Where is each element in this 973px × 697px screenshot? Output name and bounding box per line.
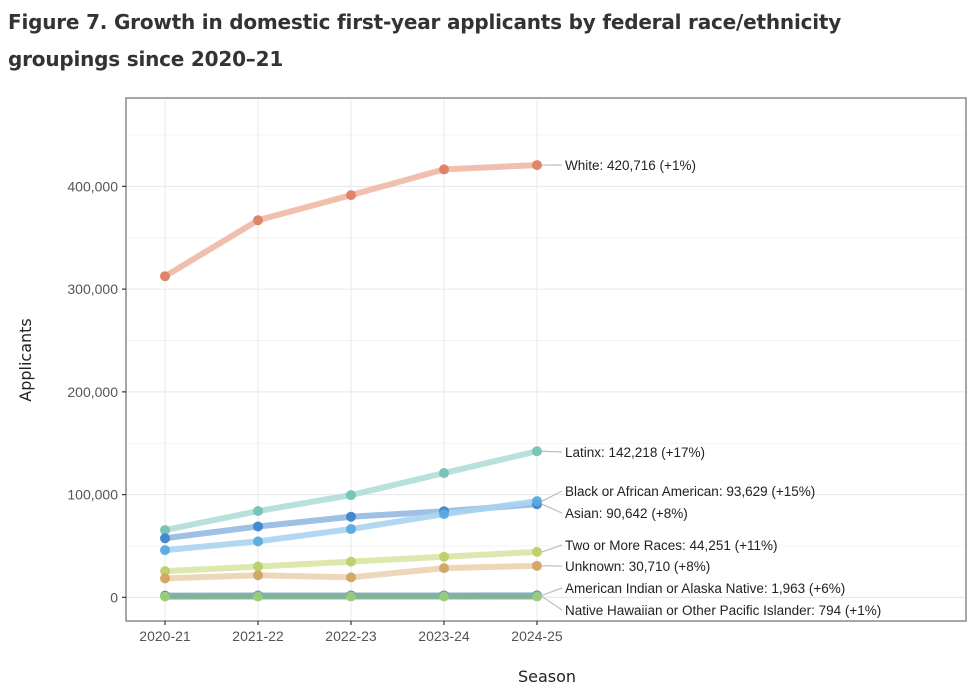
data-point [532, 446, 542, 457]
x-axis: 2020-21 2021-22 2022-23 2023-24 2024-25 [139, 621, 563, 644]
data-point [439, 551, 449, 562]
x-tick-label: 2020-21 [139, 628, 191, 644]
data-point [439, 468, 449, 479]
series-label: American Indian or Alaska Native: 1,963 … [565, 581, 845, 596]
x-tick-label: 2024-25 [511, 628, 563, 644]
leader-line [541, 587, 563, 596]
data-point [439, 563, 449, 574]
series-label: Asian: 90,642 (+8%) [565, 506, 688, 521]
y-tick-label: 0 [110, 589, 118, 605]
leader-line [541, 503, 563, 514]
data-point [160, 533, 170, 544]
data-point [532, 591, 542, 602]
data-point [160, 573, 170, 584]
data-point [532, 496, 542, 507]
data-point [346, 511, 356, 522]
y-tick-label: 200,000 [67, 384, 118, 400]
series-label: Latinx: 142,218 (+17%) [565, 445, 705, 460]
data-point [253, 506, 263, 517]
data-point [253, 591, 263, 602]
y-axis-title: Applicants [16, 318, 35, 402]
y-tick-label: 300,000 [67, 281, 118, 297]
data-point [532, 546, 542, 557]
data-point [532, 160, 542, 171]
data-point [346, 490, 356, 501]
y-tick-label: 400,000 [67, 178, 118, 194]
series-label: Native Hawaiian or Other Pacific Islande… [565, 603, 881, 618]
series-label: Black or African American: 93,629 (+15%) [565, 484, 815, 499]
leader-line [541, 596, 563, 611]
data-point [160, 566, 170, 577]
label-leader-lines [541, 164, 563, 611]
y-axis: 0 100,000 200,000 300,000 400,000 [67, 178, 126, 605]
leader-line [541, 490, 563, 502]
data-point [253, 536, 263, 547]
data-point [253, 561, 263, 572]
data-point [346, 190, 356, 201]
data-point [160, 271, 170, 282]
data-point [346, 591, 356, 602]
x-axis-title: Season [518, 667, 576, 686]
data-point [253, 570, 263, 581]
leader-line [541, 450, 563, 453]
data-point [160, 545, 170, 556]
data-point [439, 164, 449, 175]
data-point [160, 591, 170, 602]
x-tick-label: 2022-23 [325, 628, 377, 644]
series-points [160, 160, 542, 602]
data-point [439, 509, 449, 520]
leader-line [541, 544, 563, 553]
data-point [439, 591, 449, 602]
series-label: Two or More Races: 44,251 (+11%) [565, 538, 777, 553]
series-labels: White: 420,716 (+1%) Latinx: 142,218 (+17… [565, 158, 881, 618]
series-label: White: 420,716 (+1%) [565, 158, 696, 173]
data-point [160, 525, 170, 536]
x-tick-label: 2021-22 [232, 628, 284, 644]
data-point [346, 556, 356, 567]
x-tick-label: 2023-24 [418, 628, 470, 644]
data-point [346, 572, 356, 583]
plot-frame [125, 97, 967, 622]
data-point [253, 521, 263, 532]
data-point [253, 215, 263, 226]
figure-title: Figure 7. Growth in domestic first-year … [8, 10, 842, 71]
y-tick-label: 100,000 [67, 487, 118, 503]
grid-lines [126, 98, 966, 621]
data-point [346, 524, 356, 535]
data-point [532, 560, 542, 571]
series-label: Unknown: 30,710 (+8%) [565, 559, 710, 574]
